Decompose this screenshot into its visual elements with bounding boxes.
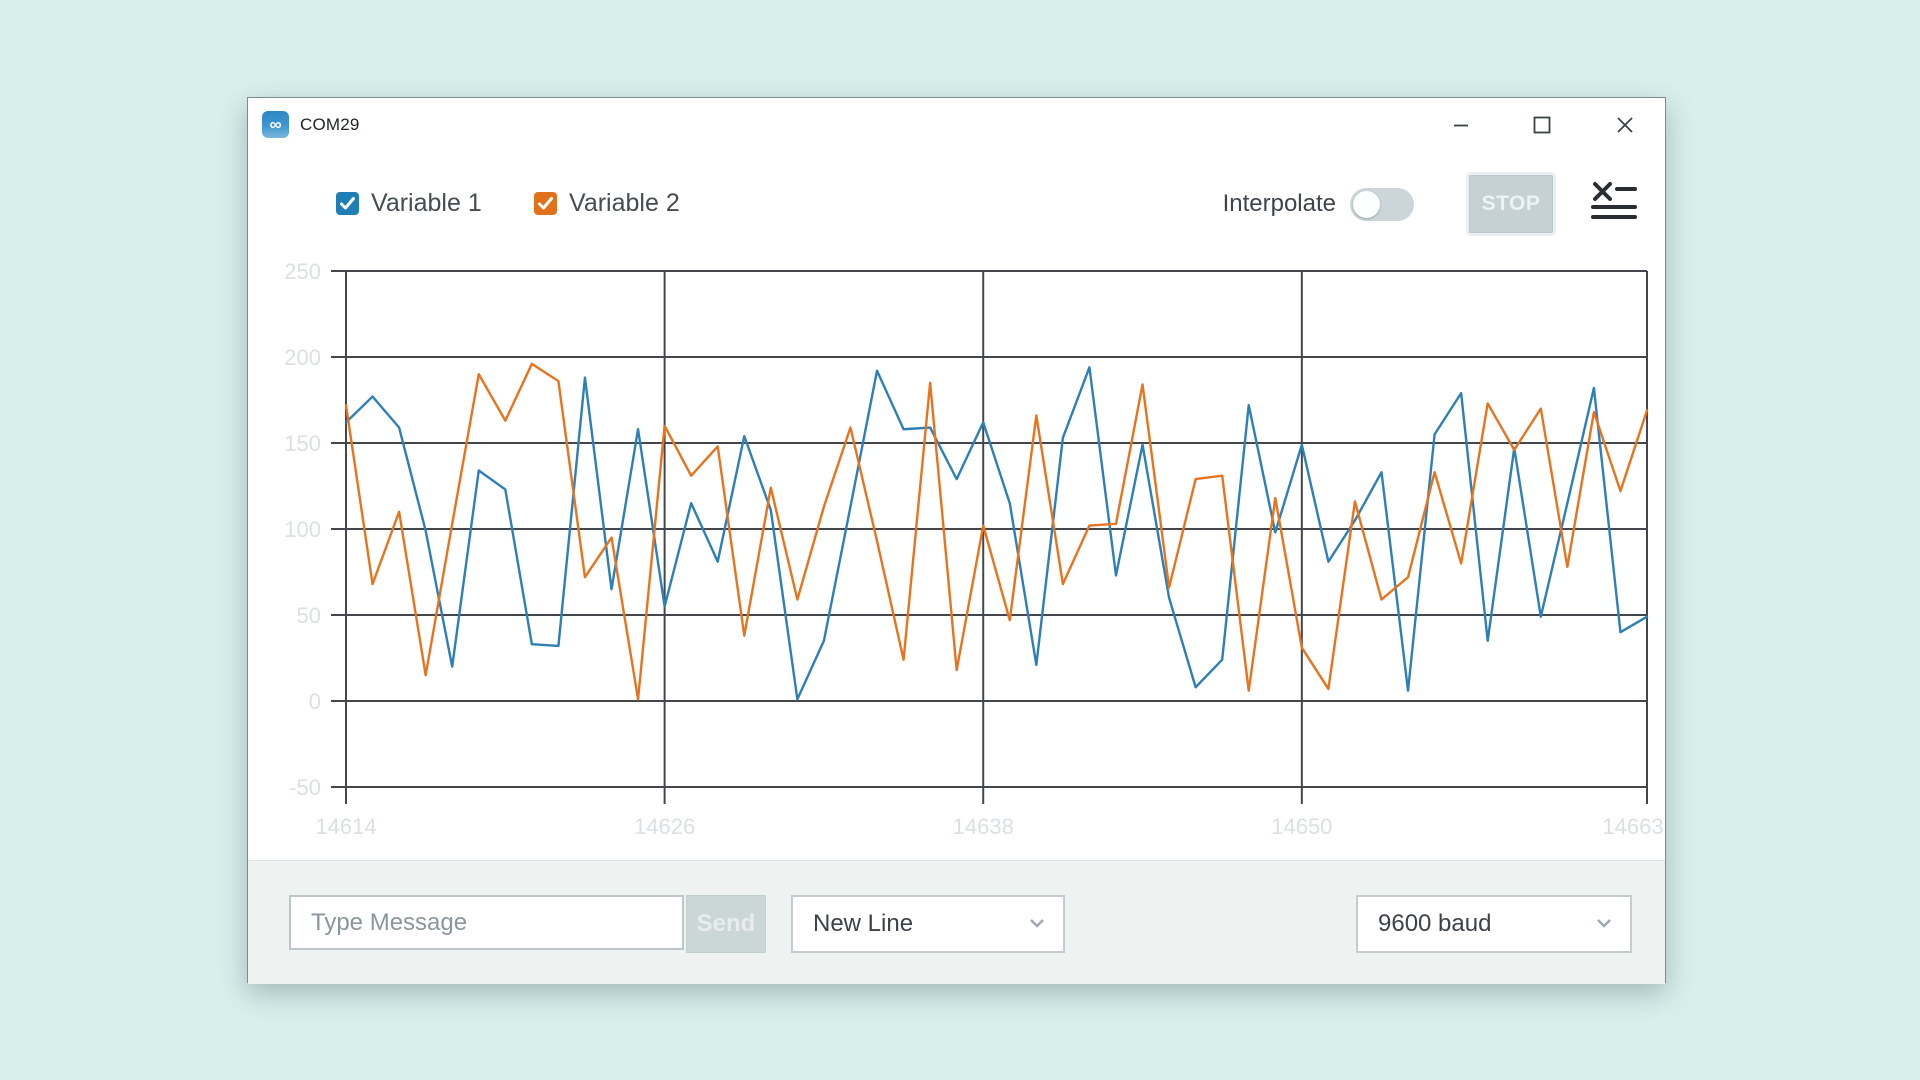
infinity-glyph: ∞ — [269, 114, 282, 134]
chevron-down-icon — [1029, 915, 1045, 933]
svg-text:14614: 14614 — [315, 814, 376, 839]
maximize-icon — [1533, 116, 1551, 134]
svg-text:0: 0 — [309, 689, 321, 714]
minimize-button[interactable] — [1444, 108, 1478, 142]
variable-2-label: Variable 2 — [569, 188, 680, 217]
svg-text:-50: -50 — [289, 775, 321, 800]
variable-2-checkbox[interactable] — [534, 191, 557, 215]
baud-rate-dropdown[interactable]: 9600 baud — [1356, 895, 1632, 953]
chevron-down-icon — [1596, 915, 1612, 933]
send-button[interactable]: Send — [686, 895, 766, 953]
interpolate-label: Interpolate — [1222, 190, 1336, 217]
legend-item-variable-2: Variable 2 — [534, 188, 680, 218]
baud-rate-value: 9600 baud — [1378, 910, 1492, 937]
toolbar-right: Interpolate STOP — [1222, 175, 1639, 233]
checkmark-icon — [538, 196, 553, 209]
interpolate-toggle[interactable] — [1350, 187, 1414, 221]
checkmark-icon — [340, 196, 355, 209]
legend-toolbar-row: Variable 1 Variable 2 Interpolate STOP — [248, 175, 1665, 233]
svg-text:14663: 14663 — [1602, 814, 1663, 839]
serial-plotter-window: ∞ COM29 Variable 1 Variable 2 Interpolat — [247, 97, 1667, 984]
svg-text:14626: 14626 — [634, 814, 695, 839]
minimize-icon — [1454, 124, 1468, 127]
svg-text:14650: 14650 — [1271, 814, 1332, 839]
close-icon — [1617, 117, 1633, 133]
bottom-bar: Send New Line 9600 baud — [248, 860, 1665, 984]
svg-text:200: 200 — [284, 345, 321, 370]
message-input[interactable] — [289, 895, 684, 950]
variable-1-checkbox[interactable] — [336, 191, 359, 215]
chart-area: 250 200 150 100 50 0 -50 14614 14626 14638 14650 14… — [248, 238, 1667, 860]
clear-plot-icon — [1591, 181, 1637, 219]
arduino-app-icon: ∞ — [262, 111, 289, 138]
svg-text:14638: 14638 — [953, 814, 1014, 839]
line-ending-dropdown[interactable]: New Line — [791, 895, 1065, 953]
line-chart: 250 200 150 100 50 0 -50 14614 14626 14638 14650 14… — [284, 259, 1663, 839]
title-bar: ∞ COM29 — [248, 98, 1665, 152]
svg-text:250: 250 — [284, 259, 321, 284]
clear-plot-button[interactable] — [1589, 178, 1639, 225]
maximize-button[interactable] — [1525, 108, 1559, 142]
window-title: COM29 — [300, 115, 360, 134]
svg-text:50: 50 — [297, 603, 321, 628]
stop-button[interactable]: STOP — [1469, 175, 1553, 233]
toggle-knob — [1353, 190, 1380, 218]
svg-text:150: 150 — [284, 431, 321, 456]
legend-item-variable-1: Variable 1 — [336, 188, 482, 218]
line-ending-value: New Line — [813, 910, 914, 937]
close-button[interactable] — [1608, 108, 1642, 142]
variable-1-label: Variable 1 — [371, 188, 482, 217]
svg-text:100: 100 — [284, 517, 321, 542]
